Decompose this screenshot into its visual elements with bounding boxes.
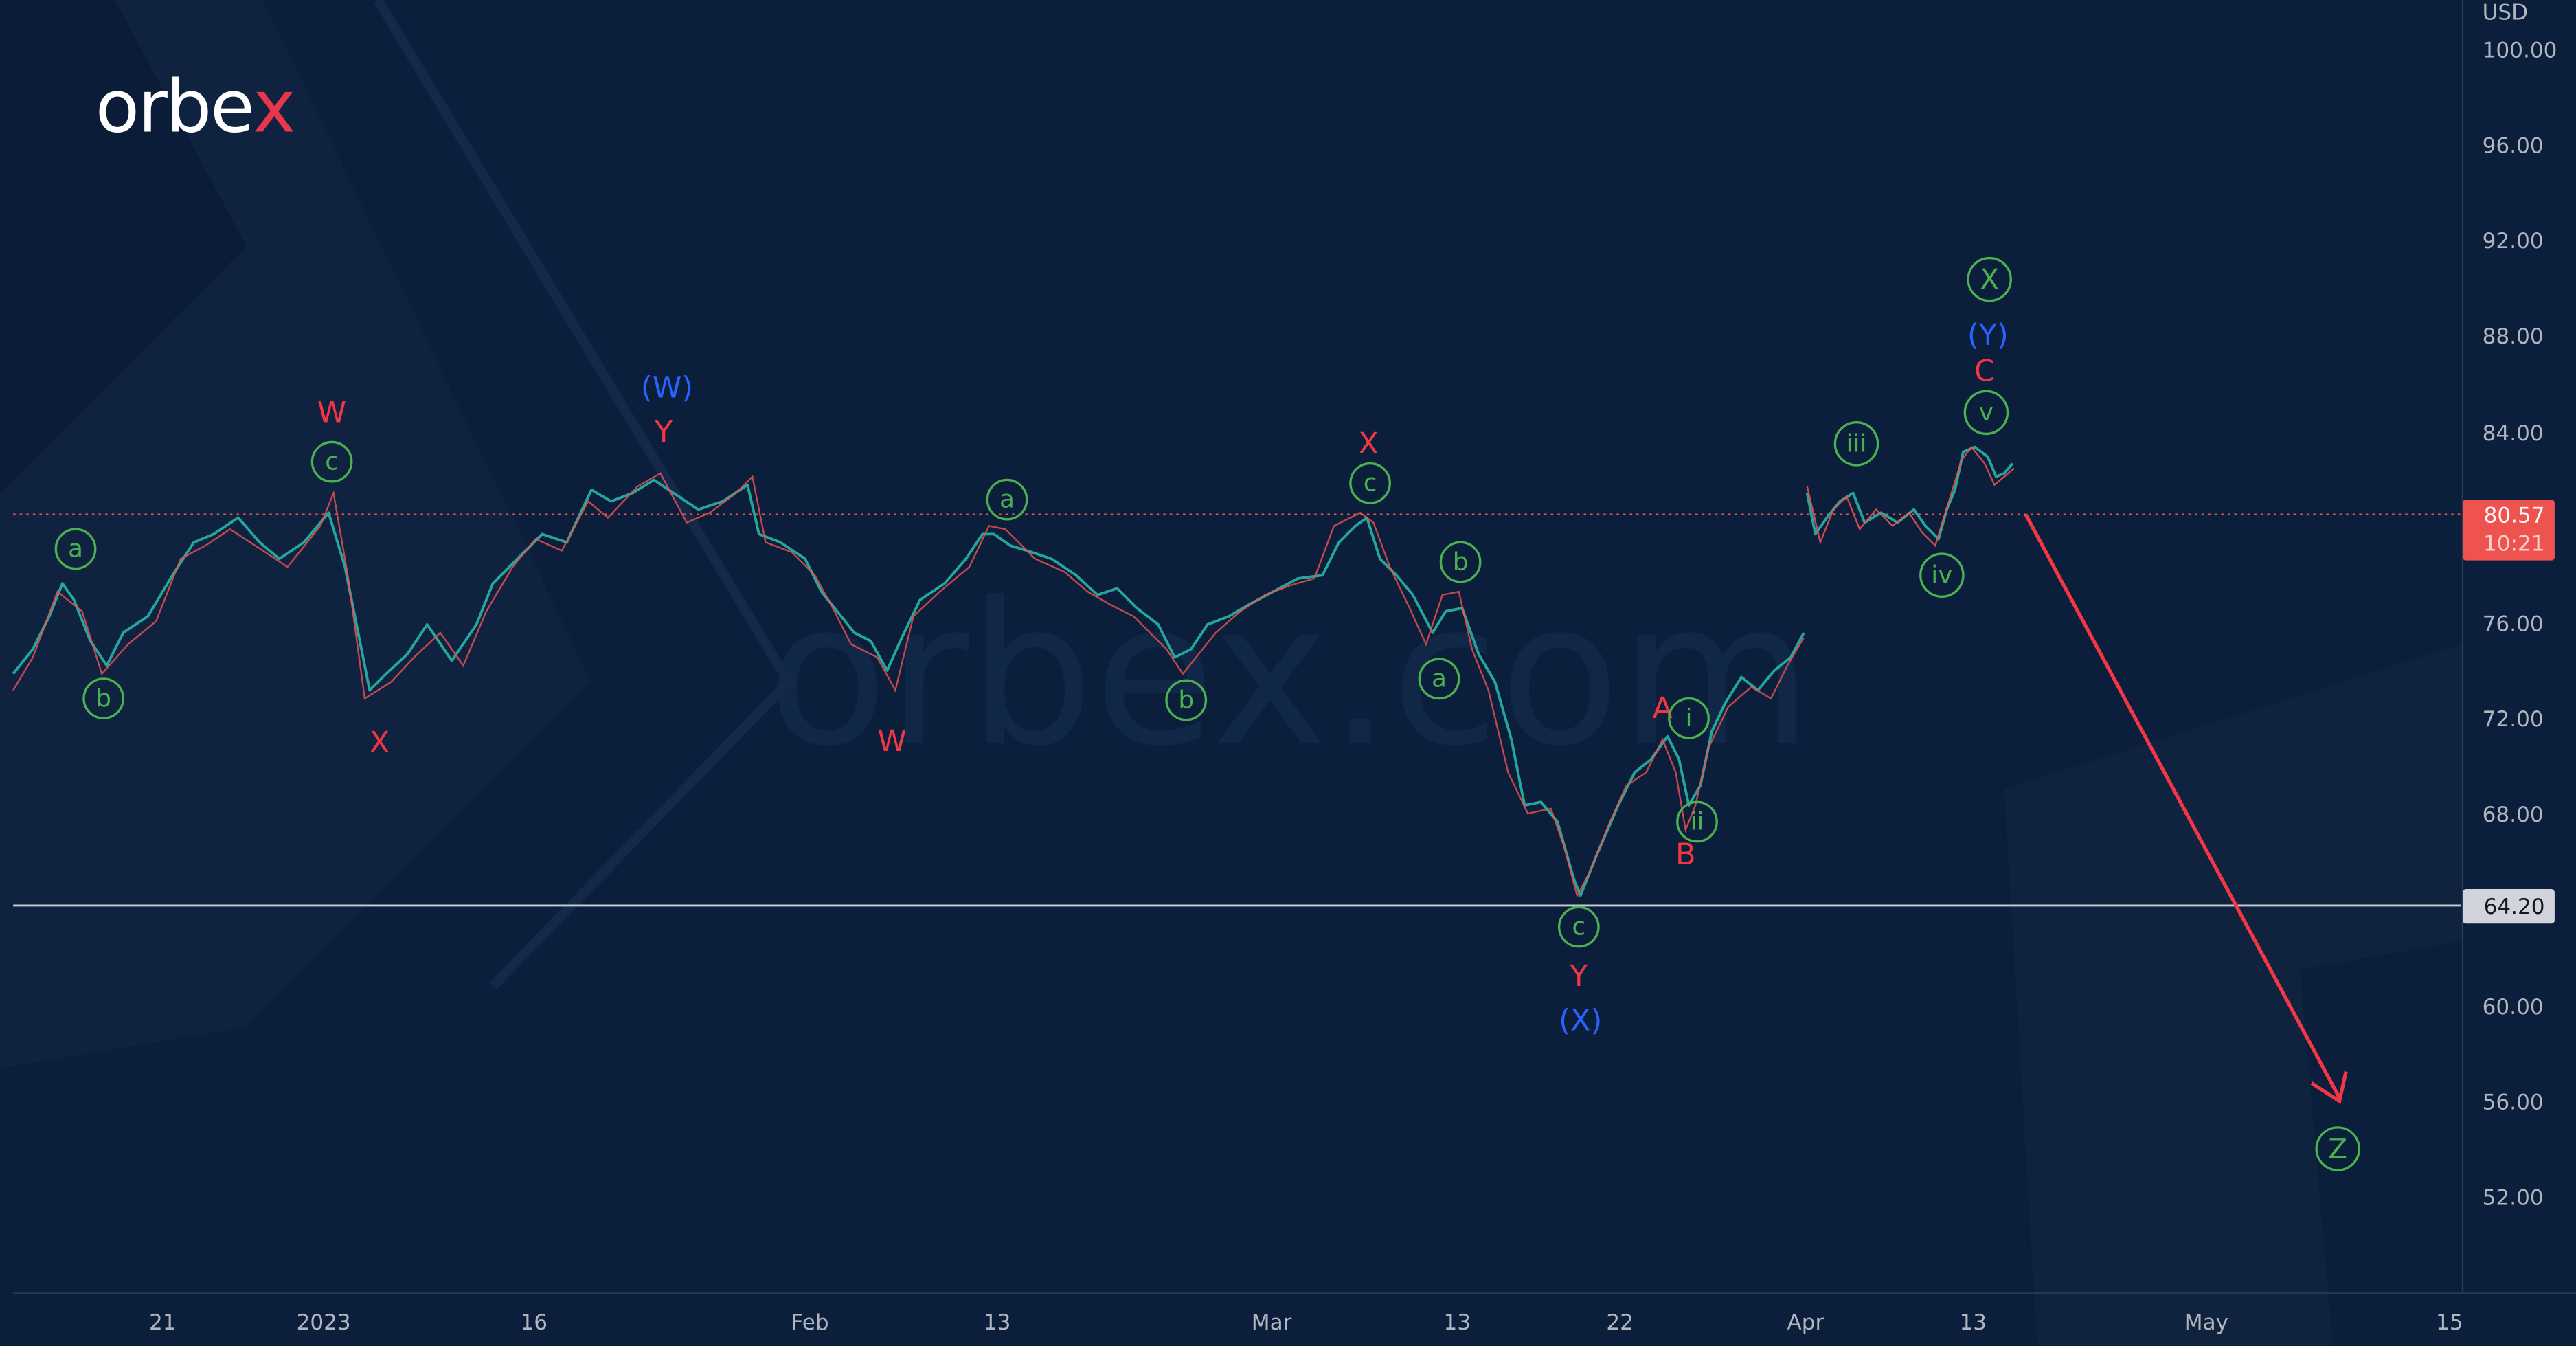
svg-text:iv: iv <box>1931 561 1952 590</box>
time-tick: 21 <box>149 1310 177 1335</box>
wave-label-Y2: Y <box>1569 959 1588 994</box>
wave-label-a3: a <box>1418 658 1460 700</box>
wave-label-b1: b <box>82 677 125 719</box>
time-tick: Feb <box>791 1310 829 1335</box>
support-price-badge: 64.20 <box>2462 889 2555 924</box>
svg-text:c: c <box>1572 913 1585 941</box>
wave-label-b2: b <box>1165 679 1208 721</box>
price-tick: 68.00 <box>2483 803 2544 827</box>
price-tick: 88.00 <box>2483 324 2544 349</box>
svg-text:b: b <box>1453 548 1469 576</box>
svg-text:c: c <box>1364 469 1377 497</box>
time-axis[interactable]: 21 2023 16 Feb 13 Mar 13 22 Apr 13 May 1… <box>13 1292 2576 1335</box>
time-tick: 15 <box>2436 1310 2463 1335</box>
price-tick: 96.00 <box>2483 133 2544 158</box>
time-tick: 22 <box>1606 1310 1634 1335</box>
logo-accent: x <box>253 64 294 148</box>
wave-label-ii: ii <box>1676 800 1718 843</box>
price-tick: 76.00 <box>2483 612 2544 637</box>
current-price-value: 80.57 <box>2484 504 2545 528</box>
wave-label-B: B <box>1675 838 1696 872</box>
svg-text:orbex: orbex <box>95 64 294 148</box>
time-tick: 13 <box>984 1310 1011 1335</box>
time-tick: Mar <box>1252 1310 1292 1335</box>
time-tick: 13 <box>1960 1310 1987 1335</box>
svg-text:Z: Z <box>2328 1132 2347 1165</box>
time-tick: May <box>2184 1310 2228 1335</box>
price-series[interactable] <box>12 445 2015 898</box>
wave-label-Z-circle: Z <box>2315 1126 2360 1171</box>
support-price-value: 64.20 <box>2484 895 2545 919</box>
price-tick: 72.00 <box>2483 707 2544 732</box>
time-tick: 13 <box>1444 1310 1471 1335</box>
wave-label-c3: c <box>1557 906 1600 948</box>
forecast-arrow[interactable] <box>2024 513 2348 1104</box>
svg-text:i: i <box>1686 704 1693 732</box>
wave-label-a2: a <box>986 478 1028 521</box>
wave-label-X1: X <box>370 726 389 760</box>
time-tick: 2023 <box>297 1310 351 1335</box>
wave-label-X-paren: (X) <box>1559 1003 1602 1037</box>
svg-text:iii: iii <box>1846 429 1867 458</box>
price-tick: 60.00 <box>2483 995 2544 1020</box>
watermark-text: orbex.com <box>767 560 1812 789</box>
logo-text: orbe <box>95 64 253 148</box>
wave-label-W2: W <box>877 724 907 759</box>
bar-countdown: 10:21 <box>2483 531 2545 556</box>
svg-text:X: X <box>1980 263 1999 296</box>
wave-labels: a b c W X (W) Y W a b c X b a c Y (X) A … <box>54 256 2360 1171</box>
orbex-logo: orbex <box>95 64 296 148</box>
svg-text:b: b <box>95 684 111 713</box>
wave-label-c2: c <box>1349 462 1391 504</box>
time-tick: 16 <box>520 1310 547 1335</box>
current-price-badge: 80.57 10:21 <box>2462 500 2555 561</box>
wave-label-Y1: Y <box>654 415 673 449</box>
wave-label-X-circle: X <box>1967 256 2012 302</box>
wave-label-b3: b <box>1439 541 1482 583</box>
wave-label-W1: W <box>317 395 347 429</box>
svg-text:v: v <box>1979 399 1993 427</box>
price-tick: 92.00 <box>2483 229 2544 254</box>
price-axis[interactable]: USD 100.00 96.00 92.00 88.00 84.00 76.00… <box>2461 0 2576 1346</box>
svg-text:b: b <box>1178 686 1194 714</box>
time-tick: Apr <box>1787 1310 1824 1335</box>
currency-label: USD <box>2483 1 2528 25</box>
price-tick: 84.00 <box>2483 421 2544 446</box>
svg-text:a: a <box>1432 664 1447 693</box>
svg-text:c: c <box>325 448 339 476</box>
wave-label-c1: c <box>310 440 353 483</box>
wave-label-C: C <box>1974 355 1995 389</box>
price-tick: 100.00 <box>2483 38 2557 63</box>
price-tick: 52.00 <box>2483 1185 2544 1210</box>
wave-label-W-paren: (W) <box>641 370 693 405</box>
wave-label-v: v <box>1963 390 2009 436</box>
wave-label-a1: a <box>54 528 97 570</box>
wave-label-iii: iii <box>1833 421 1879 467</box>
price-tick: 56.00 <box>2483 1090 2544 1115</box>
svg-text:a: a <box>68 535 83 563</box>
wave-label-iv: iv <box>1919 552 1965 598</box>
wave-label-i: i <box>1668 697 1710 739</box>
wave-label-X2: X <box>1358 427 1378 461</box>
svg-text:a: a <box>999 486 1015 514</box>
wave-label-Y-paren: (Y) <box>1967 318 2009 352</box>
svg-text:ii: ii <box>1691 807 1704 835</box>
